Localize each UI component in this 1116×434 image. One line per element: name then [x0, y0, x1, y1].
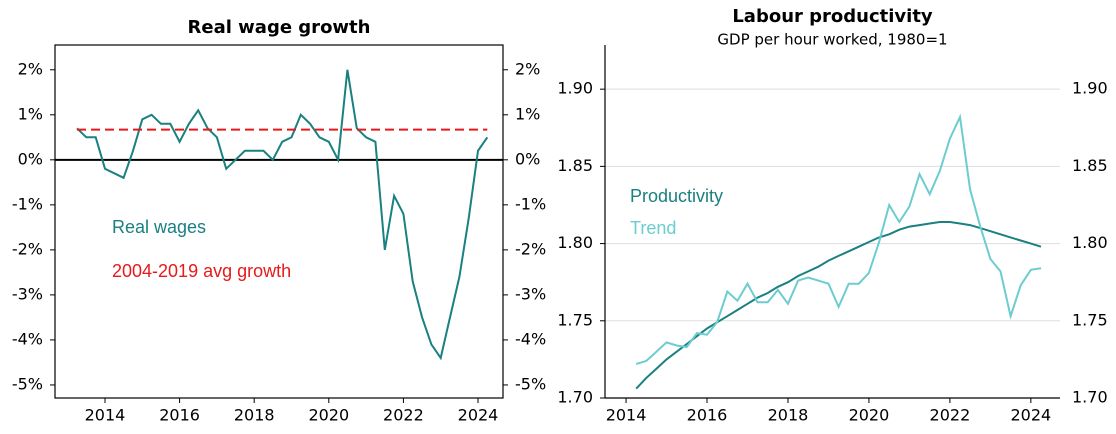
- y2-tick-label: 1%: [515, 104, 540, 123]
- x-tick-label: 2024: [1010, 406, 1051, 425]
- y2-tick-label: 2%: [515, 59, 540, 78]
- y2-tick-label: 1.90: [1072, 79, 1108, 98]
- y-tick-label: 1.75: [557, 310, 593, 329]
- y2-tick-label: 1.85: [1072, 156, 1108, 175]
- y-tick-label: 1.90: [557, 79, 593, 98]
- y-tick-label: 1.80: [557, 233, 593, 252]
- y2-tick-label: -1%: [515, 194, 546, 213]
- legend-label: 2004-2019 avg growth: [112, 261, 291, 281]
- series-line: [76, 69, 489, 361]
- y-tick-label: 1%: [18, 104, 43, 123]
- y2-tick-label: -4%: [515, 329, 546, 348]
- y-tick-label: -5%: [12, 374, 43, 393]
- x-tick-label: 2016: [687, 406, 728, 425]
- x-tick-label: 2018: [234, 406, 275, 425]
- legend-label: Real wages: [112, 217, 206, 237]
- x-tick-label: 2014: [85, 406, 126, 425]
- x-tick-label: 2024: [458, 406, 499, 425]
- x-tick-label: 2016: [159, 406, 200, 425]
- y2-tick-label: 0%: [515, 149, 540, 168]
- y2-tick-label: 1.80: [1072, 233, 1108, 252]
- x-tick-label: 2020: [849, 406, 890, 425]
- y-tick-label: -2%: [12, 239, 43, 258]
- y2-tick-label: 1.70: [1072, 388, 1108, 407]
- y-tick-label: 1.85: [557, 156, 593, 175]
- chart-title: Real wage growth: [188, 17, 371, 38]
- y-tick-label: 2%: [18, 59, 43, 78]
- chart-title: Labour productivity: [732, 6, 933, 27]
- legend-label: Trend: [630, 218, 676, 238]
- y2-tick-label: -5%: [515, 374, 546, 393]
- x-tick-label: 2018: [768, 406, 809, 425]
- x-tick-label: 2014: [606, 406, 647, 425]
- y-tick-label: 0%: [18, 149, 43, 168]
- series-line: [635, 113, 1042, 365]
- y2-tick-label: 1.75: [1072, 310, 1108, 329]
- y2-tick-label: -2%: [515, 239, 546, 258]
- y2-tick-label: -3%: [515, 284, 546, 303]
- y-tick-label: 1.70: [557, 388, 593, 407]
- plot-frame: [54, 44, 504, 399]
- x-tick-label: 2022: [383, 406, 424, 425]
- x-tick-label: 2020: [308, 406, 349, 425]
- y-tick-label: -1%: [12, 194, 43, 213]
- legend-label: Productivity: [630, 186, 723, 206]
- series-line: [635, 221, 1042, 390]
- chart-subtitle: GDP per hour worked, 1980=1: [717, 31, 947, 49]
- x-tick-label: 2022: [930, 406, 971, 425]
- y-tick-label: -3%: [12, 284, 43, 303]
- y-tick-label: -4%: [12, 329, 43, 348]
